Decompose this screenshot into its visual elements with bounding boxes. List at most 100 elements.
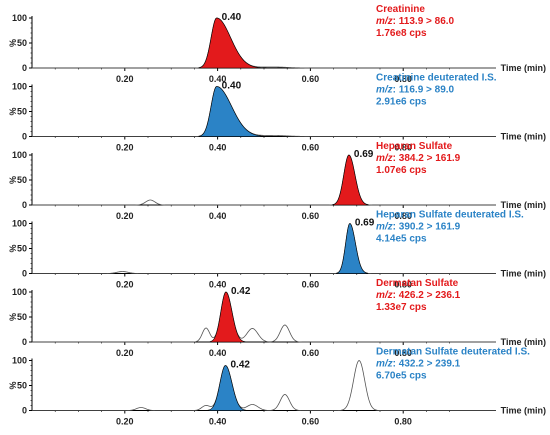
x-tick-label: 0.20 <box>116 211 134 221</box>
y-tick-label: 50 <box>17 381 27 391</box>
integrated-peak-area <box>198 86 265 137</box>
mz-prefix: m/z <box>376 222 393 233</box>
x-axis-label: Time (min) <box>501 200 546 210</box>
analyte-name: Heparan Sulfate <box>376 141 453 152</box>
mz-prefix: m/z <box>376 153 393 164</box>
x-tick-label: 0.80 <box>394 143 412 153</box>
y-tick-label: 0 <box>22 337 27 347</box>
retention-time-label: 0.69 <box>355 218 375 229</box>
x-axis-label: Time (min) <box>501 269 546 279</box>
x-tick-label: 0.40 <box>209 74 227 84</box>
x-tick-label: 0.40 <box>209 211 227 221</box>
y-tick-label: 0 <box>22 269 27 279</box>
y-axis-label: % <box>8 176 18 184</box>
x-axis-label: Time (min) <box>501 132 546 142</box>
intensity-value: 1.33e7 cps <box>376 302 427 313</box>
x-tick-label: 0.80 <box>394 348 412 358</box>
y-tick-label: 100 <box>12 150 27 160</box>
retention-time-label: 0.40 <box>222 81 242 92</box>
x-axis-label: Time (min) <box>501 63 546 73</box>
x-tick-label: 0.60 <box>302 417 320 427</box>
x-tick-label: 0.80 <box>394 211 412 221</box>
integrated-peak-area <box>198 17 262 69</box>
retention-time-label: 0.40 <box>222 12 242 23</box>
analyte-name: Creatinine deuterated I.S. <box>376 73 497 84</box>
analyte-name: Dermatan Sulfate deuterated I.S. <box>376 347 530 358</box>
x-tick-label: 0.80 <box>394 74 412 84</box>
transition-value: : 390.2 > 161.9 <box>393 222 461 233</box>
y-tick-label: 100 <box>12 13 27 23</box>
analyte-name: Heparan Sulfate deuterated I.S. <box>376 210 524 221</box>
y-tick-label: 0 <box>22 406 27 416</box>
x-axis-label: Time (min) <box>501 337 546 347</box>
x-tick-label: 0.60 <box>302 348 320 358</box>
mrm-transition: m/z: 432.2 > 239.1 <box>376 359 461 370</box>
integrated-peak-area <box>332 154 369 206</box>
chromatogram-trace <box>32 17 496 69</box>
x-axis-label: Time (min) <box>501 406 546 416</box>
y-tick-label: 50 <box>17 244 27 254</box>
chromatogram-trace <box>32 223 496 274</box>
transition-value: : 432.2 > 239.1 <box>393 359 461 370</box>
y-tick-label: 50 <box>17 312 27 322</box>
x-tick-label: 0.60 <box>302 280 320 290</box>
y-tick-label: 50 <box>17 38 27 48</box>
intensity-value: 1.76e8 cps <box>376 28 427 39</box>
retention-time-label: 0.69 <box>354 149 374 160</box>
intensity-value: 4.14e5 cps <box>376 234 427 245</box>
y-tick-label: 100 <box>12 219 27 229</box>
y-axis-label: % <box>8 107 18 115</box>
transition-value: : 426.2 > 236.1 <box>393 290 461 301</box>
x-tick-label: 0.40 <box>209 143 227 153</box>
x-tick-label: 0.20 <box>116 417 134 427</box>
y-tick-label: 100 <box>12 82 27 92</box>
y-axis-label: % <box>8 313 18 321</box>
analyte-name: Dermatan Sulfate <box>376 278 459 289</box>
y-tick-label: 100 <box>12 356 27 366</box>
y-tick-label: 50 <box>17 107 27 117</box>
x-tick-label: 0.80 <box>394 417 412 427</box>
x-tick-label: 0.80 <box>394 280 412 290</box>
integrated-peak-area <box>209 291 246 343</box>
chromatogram-trace <box>32 291 496 343</box>
y-tick-label: 0 <box>22 200 27 210</box>
y-tick-label: 0 <box>22 132 27 142</box>
mz-prefix: m/z <box>376 85 393 96</box>
x-tick-label: 0.20 <box>116 143 134 153</box>
analyte-name: Creatinine <box>376 4 425 15</box>
intensity-value: 6.70e5 cps <box>376 371 427 382</box>
chromatogram-trace <box>32 360 496 411</box>
y-axis-label: % <box>8 244 18 252</box>
x-tick-label: 0.60 <box>302 143 320 153</box>
intensity-value: 1.07e6 cps <box>376 165 427 176</box>
intensity-value: 2.91e6 cps <box>376 97 427 108</box>
y-tick-label: 100 <box>12 287 27 297</box>
transition-value: : 384.2 > 161.9 <box>393 153 461 164</box>
y-tick-label: 50 <box>17 175 27 185</box>
mrm-transition: m/z: 384.2 > 161.9 <box>376 153 461 164</box>
chromatogram-trace <box>32 86 496 137</box>
x-tick-label: 0.60 <box>302 74 320 84</box>
x-tick-label: 0.20 <box>116 348 134 358</box>
mz-prefix: m/z <box>376 359 393 370</box>
transition-value: : 113.9 > 86.0 <box>393 16 455 27</box>
mrm-transition: m/z: 116.9 > 89.0 <box>376 85 455 96</box>
x-tick-label: 0.40 <box>209 417 227 427</box>
transition-value: : 116.9 > 89.0 <box>393 85 455 96</box>
chromatogram-trace <box>32 154 496 206</box>
x-tick-label: 0.40 <box>209 348 227 358</box>
mz-prefix: m/z <box>376 16 393 27</box>
y-axis-label: % <box>8 39 18 47</box>
x-tick-label: 0.20 <box>116 280 134 290</box>
y-axis-label: % <box>8 381 18 389</box>
retention-time-label: 0.42 <box>231 286 251 297</box>
x-tick-label: 0.40 <box>209 280 227 290</box>
y-tick-label: 0 <box>22 63 27 73</box>
integrated-peak-area <box>207 365 247 411</box>
x-tick-label: 0.60 <box>302 211 320 221</box>
mrm-transition: m/z: 426.2 > 236.1 <box>376 290 461 301</box>
x-tick-label: 0.20 <box>116 74 134 84</box>
retention-time-label: 0.42 <box>230 360 250 371</box>
